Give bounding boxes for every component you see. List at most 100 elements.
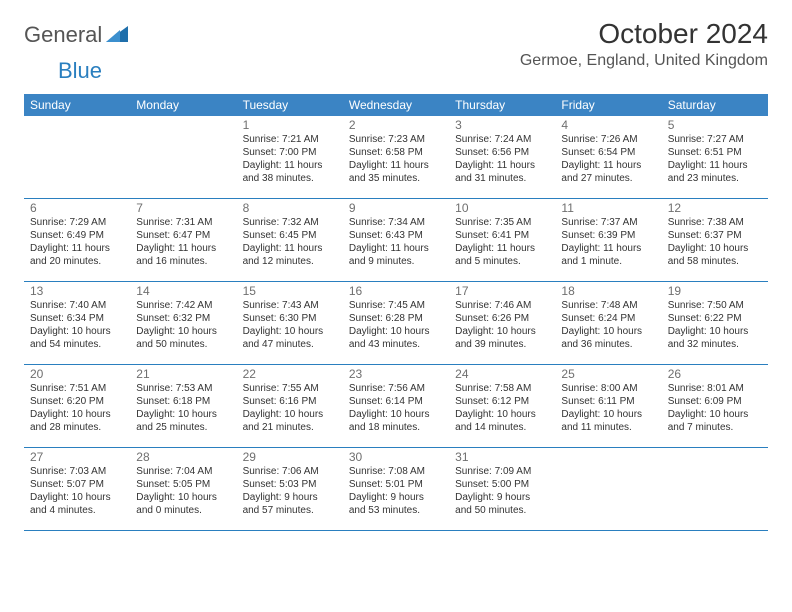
day-number: 31	[455, 450, 549, 464]
day-detail-line: Daylight: 10 hours	[455, 408, 549, 421]
day-detail-line: Sunset: 6:37 PM	[668, 229, 762, 242]
day-detail-line: and 0 minutes.	[136, 504, 230, 517]
day-detail-line: Sunset: 6:43 PM	[349, 229, 443, 242]
day-detail-line: Sunset: 7:00 PM	[243, 146, 337, 159]
page-title: October 2024	[520, 18, 768, 50]
day-number: 24	[455, 367, 549, 381]
calendar-day-cell: 14Sunrise: 7:42 AMSunset: 6:32 PMDayligh…	[130, 282, 236, 364]
day-header: Sunday	[24, 94, 130, 116]
day-number: 22	[243, 367, 337, 381]
day-detail-line: Sunset: 6:09 PM	[668, 395, 762, 408]
day-detail-line: Sunrise: 7:43 AM	[243, 299, 337, 312]
day-detail-line: Sunrise: 7:51 AM	[30, 382, 124, 395]
day-detail-line: Daylight: 11 hours	[455, 242, 549, 255]
calendar-day-cell: 2Sunrise: 7:23 AMSunset: 6:58 PMDaylight…	[343, 116, 449, 198]
calendar: SundayMondayTuesdayWednesdayThursdayFrid…	[24, 94, 768, 531]
day-number: 10	[455, 201, 549, 215]
day-number: 7	[136, 201, 230, 215]
calendar-day-cell: 6Sunrise: 7:29 AMSunset: 6:49 PMDaylight…	[24, 199, 130, 281]
day-header: Saturday	[662, 94, 768, 116]
calendar-day-cell: 5Sunrise: 7:27 AMSunset: 6:51 PMDaylight…	[662, 116, 768, 198]
location-subtitle: Germoe, England, United Kingdom	[520, 52, 768, 70]
day-detail-line: Sunset: 5:07 PM	[30, 478, 124, 491]
day-detail-line: Sunrise: 7:08 AM	[349, 465, 443, 478]
day-detail-line: Daylight: 11 hours	[243, 242, 337, 255]
calendar-week-row: 1Sunrise: 7:21 AMSunset: 7:00 PMDaylight…	[24, 116, 768, 199]
day-detail-line: and 14 minutes.	[455, 421, 549, 434]
calendar-week-row: 6Sunrise: 7:29 AMSunset: 6:49 PMDaylight…	[24, 199, 768, 282]
day-detail-line: Sunset: 6:28 PM	[349, 312, 443, 325]
day-number: 28	[136, 450, 230, 464]
day-number: 23	[349, 367, 443, 381]
calendar-day-cell: 8Sunrise: 7:32 AMSunset: 6:45 PMDaylight…	[237, 199, 343, 281]
day-detail-line: Sunset: 6:32 PM	[136, 312, 230, 325]
calendar-weeks: 1Sunrise: 7:21 AMSunset: 7:00 PMDaylight…	[24, 116, 768, 531]
day-detail-line: Sunset: 6:51 PM	[668, 146, 762, 159]
calendar-day-cell: 27Sunrise: 7:03 AMSunset: 5:07 PMDayligh…	[24, 448, 130, 530]
day-detail-line: Sunrise: 7:24 AM	[455, 133, 549, 146]
calendar-day-cell: 17Sunrise: 7:46 AMSunset: 6:26 PMDayligh…	[449, 282, 555, 364]
day-detail-line: and 32 minutes.	[668, 338, 762, 351]
day-detail-line: Daylight: 10 hours	[349, 325, 443, 338]
day-detail-line: Sunset: 6:30 PM	[243, 312, 337, 325]
day-detail-line: Daylight: 10 hours	[136, 325, 230, 338]
day-detail-line: Sunrise: 7:26 AM	[561, 133, 655, 146]
day-detail-line: Sunset: 6:34 PM	[30, 312, 124, 325]
day-number: 20	[30, 367, 124, 381]
day-detail-line: and 39 minutes.	[455, 338, 549, 351]
calendar-week-row: 13Sunrise: 7:40 AMSunset: 6:34 PMDayligh…	[24, 282, 768, 365]
day-detail-line: and 50 minutes.	[455, 504, 549, 517]
day-detail-line: and 7 minutes.	[668, 421, 762, 434]
calendar-day-cell: 29Sunrise: 7:06 AMSunset: 5:03 PMDayligh…	[237, 448, 343, 530]
day-detail-line: Sunrise: 7:50 AM	[668, 299, 762, 312]
day-number: 25	[561, 367, 655, 381]
logo-text-blue: Blue	[58, 58, 102, 84]
day-detail-line: Sunrise: 7:23 AM	[349, 133, 443, 146]
day-detail-line: Sunset: 6:24 PM	[561, 312, 655, 325]
day-detail-line: and 20 minutes.	[30, 255, 124, 268]
day-detail-line: Sunrise: 7:56 AM	[349, 382, 443, 395]
day-number: 2	[349, 118, 443, 132]
calendar-week-row: 20Sunrise: 7:51 AMSunset: 6:20 PMDayligh…	[24, 365, 768, 448]
day-detail-line: and 9 minutes.	[349, 255, 443, 268]
day-number: 30	[349, 450, 443, 464]
day-detail-line: Sunrise: 7:09 AM	[455, 465, 549, 478]
calendar-day-cell: 21Sunrise: 7:53 AMSunset: 6:18 PMDayligh…	[130, 365, 236, 447]
day-detail-line: and 12 minutes.	[243, 255, 337, 268]
day-detail-line: Daylight: 11 hours	[561, 242, 655, 255]
day-detail-line: and 38 minutes.	[243, 172, 337, 185]
day-detail-line: Daylight: 10 hours	[30, 408, 124, 421]
day-header: Tuesday	[237, 94, 343, 116]
day-detail-line: and 31 minutes.	[455, 172, 549, 185]
day-detail-line: Daylight: 10 hours	[30, 325, 124, 338]
day-detail-line: Daylight: 11 hours	[668, 159, 762, 172]
day-detail-line: Sunrise: 8:00 AM	[561, 382, 655, 395]
calendar-day-cell: 10Sunrise: 7:35 AMSunset: 6:41 PMDayligh…	[449, 199, 555, 281]
day-detail-line: Sunrise: 7:04 AM	[136, 465, 230, 478]
calendar-day-cell: 11Sunrise: 7:37 AMSunset: 6:39 PMDayligh…	[555, 199, 661, 281]
day-detail-line: Sunset: 5:01 PM	[349, 478, 443, 491]
calendar-day-cell: 19Sunrise: 7:50 AMSunset: 6:22 PMDayligh…	[662, 282, 768, 364]
day-detail-line: Daylight: 10 hours	[349, 408, 443, 421]
day-detail-line: Sunrise: 7:38 AM	[668, 216, 762, 229]
calendar-day-cell: 24Sunrise: 7:58 AMSunset: 6:12 PMDayligh…	[449, 365, 555, 447]
day-detail-line: Daylight: 10 hours	[243, 408, 337, 421]
day-detail-line: Sunrise: 7:45 AM	[349, 299, 443, 312]
day-detail-line: Daylight: 11 hours	[136, 242, 230, 255]
day-detail-line: Daylight: 11 hours	[349, 159, 443, 172]
day-detail-line: and 25 minutes.	[136, 421, 230, 434]
day-detail-line: Sunrise: 7:27 AM	[668, 133, 762, 146]
calendar-day-cell: 4Sunrise: 7:26 AMSunset: 6:54 PMDaylight…	[555, 116, 661, 198]
day-detail-line: Sunset: 6:58 PM	[349, 146, 443, 159]
calendar-week-row: 27Sunrise: 7:03 AMSunset: 5:07 PMDayligh…	[24, 448, 768, 531]
day-detail-line: Daylight: 10 hours	[668, 242, 762, 255]
day-detail-line: Sunrise: 7:46 AM	[455, 299, 549, 312]
day-number: 11	[561, 201, 655, 215]
day-detail-line: Sunrise: 7:03 AM	[30, 465, 124, 478]
day-detail-line: Sunset: 5:03 PM	[243, 478, 337, 491]
day-number: 14	[136, 284, 230, 298]
day-headers-row: SundayMondayTuesdayWednesdayThursdayFrid…	[24, 94, 768, 116]
calendar-day-cell: 16Sunrise: 7:45 AMSunset: 6:28 PMDayligh…	[343, 282, 449, 364]
day-detail-line: Daylight: 10 hours	[561, 408, 655, 421]
day-number: 13	[30, 284, 124, 298]
